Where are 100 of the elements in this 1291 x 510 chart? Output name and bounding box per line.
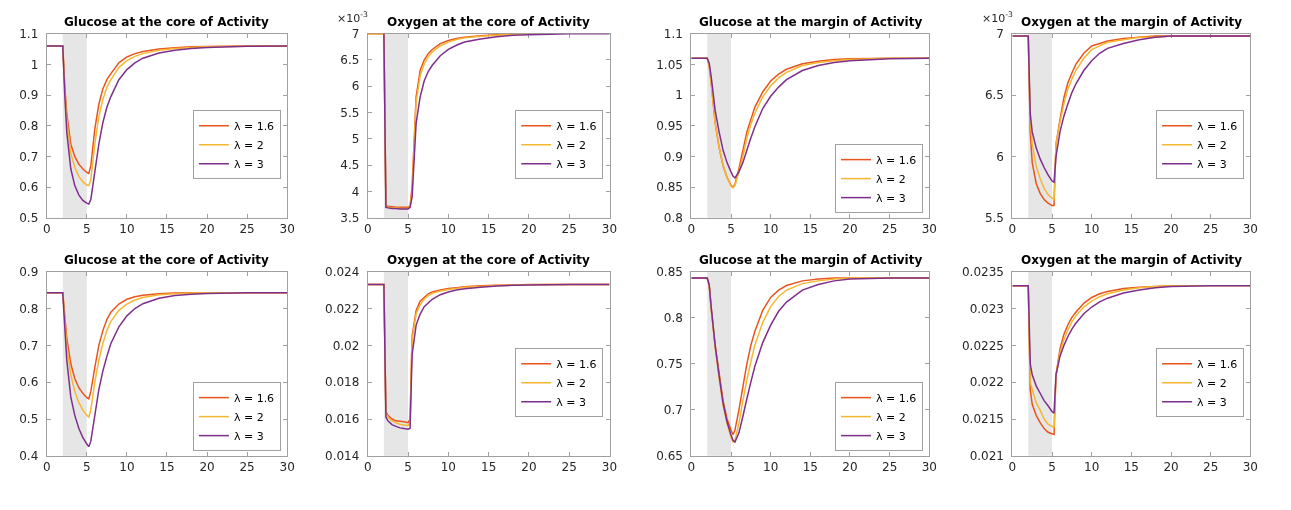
y-tick-label: 0.021 [969,449,1004,464]
y-tick-label: 5.5 [984,211,1004,226]
chart-title: Oxygen at the margin of Activity [1021,15,1243,29]
legend-label: λ = 1.6 [556,358,597,372]
y-tick-label: 0.014 [325,449,360,464]
x-tick-label: 15 [802,460,818,475]
x-tick-label: 15 [159,222,175,237]
x-tick-label: 0 [687,460,696,475]
legend-label: λ = 1.6 [556,120,597,134]
x-tick-label: 25 [239,460,255,475]
chart-title: Glucose at the core of Activity [64,15,270,29]
legend-label: λ = 3 [233,158,264,172]
x-tick-label: 25 [881,222,898,237]
y-tick-label: 3.5 [340,211,360,226]
y-tick-label: 1.1 [19,26,39,41]
y-tick-label: 0.7 [19,338,39,353]
y-tick-label: 0.7 [19,149,39,164]
x-tick-label: 10 [440,222,456,237]
x-tick-label: 5 [82,222,91,237]
y-tick-label: 7 [351,26,360,41]
legend-label: λ = 3 [556,396,586,410]
x-tick-label: 25 [561,222,577,237]
y-tick-label: 0.8 [663,310,683,325]
y-tick-label: 0.9 [19,88,39,103]
x-tick-label: 0 [1008,460,1017,475]
x-tick-label: 5 [82,460,91,475]
y-tick-label: 5.5 [340,105,360,120]
y-tick-label: 1 [675,88,683,103]
x-tick-label: 30 [601,222,618,237]
x-tick-label: 25 [1203,460,1219,475]
chart-title: Glucose at the margin of Activity [699,15,923,29]
y-tick-label: 0.75 [656,356,683,371]
y-tick-label: 0.6 [19,375,39,390]
text: ×10$^{-3}$ [337,10,368,25]
y-tick-label: 1 [30,57,39,72]
x-tick-label: 20 [842,222,858,237]
x-tick-label: 30 [1242,460,1258,475]
chart-title: Oxygen at the core of Activity [387,253,590,267]
y-tick-label: 0.0215 [961,412,1004,427]
y-tick-label: 0.9 [663,149,683,164]
chart-title: Oxygen at the core of Activity [387,15,590,29]
x-tick-label: 20 [199,222,215,237]
y-tick-label: 1.1 [663,26,683,41]
y-tick-label: 0.95 [656,118,683,133]
y-tick-label: 0.022 [325,301,360,316]
x-tick-label: 25 [239,222,255,237]
x-tick-label: 5 [1048,460,1056,475]
x-tick-label: 0 [1008,222,1017,237]
y-tick-label: 5 [351,132,360,147]
legend-label: λ = 2 [233,139,264,153]
x-tick-label: 25 [881,460,898,475]
chart-title: Glucose at the core of Activity [64,253,270,267]
y-tick-label: 0.023 [969,301,1004,316]
x-tick-label: 10 [119,222,135,237]
y-tick-label: 6.5 [340,53,360,68]
x-tick-label: 30 [279,460,295,475]
x-tick-label: 20 [521,460,537,475]
y-tick-label: 0.5 [19,211,39,226]
y-tick-label: 4 [351,184,360,199]
x-tick-label: 30 [921,460,937,475]
y-tick-label: 0.022 [969,375,1004,390]
x-tick-label: 5 [727,222,735,237]
x-tick-label: 25 [561,460,577,475]
x-tick-label: 30 [921,222,937,237]
legend-label: λ = 2 [876,172,906,186]
y-tick-label: 4.5 [340,158,360,173]
x-tick-label: 5 [1048,222,1056,237]
x-tick-label: 30 [279,222,295,237]
legend-label: λ = 2 [233,410,264,424]
legend-label: λ = 2 [1197,377,1227,391]
legend-label: λ = 2 [556,377,586,391]
legend-label: λ = 1.6 [233,391,275,405]
x-tick-label: 5 [404,460,412,475]
legend-label: λ = 2 [876,410,906,424]
x-tick-label: 15 [481,460,497,475]
x-tick-label: 20 [842,460,858,475]
x-tick-label: 0 [42,222,51,237]
y-tick-label: 0.016 [325,412,360,427]
x-tick-label: 10 [119,460,135,475]
y-tick-label: 0.02 [332,338,360,353]
x-tick-label: 15 [802,222,818,237]
legend-label: λ = 1.6 [1197,120,1238,134]
y-tick-label: 6 [351,79,360,94]
x-tick-label: 10 [440,460,456,475]
x-tick-label: 30 [601,460,618,475]
x-tick-label: 15 [1123,222,1140,237]
y-tick-label: 0.024 [325,264,360,279]
x-tick-label: 0 [363,222,372,237]
y-tick-label: 0.0235 [961,264,1004,279]
y-tick-label: 1.05 [656,57,683,72]
y-tick-label: 6 [996,149,1004,164]
legend-label: λ = 1.6 [233,120,275,134]
x-tick-label: 15 [1123,460,1140,475]
y-tick-label: 6.5 [984,88,1004,103]
y-tick-label: 0.8 [663,211,683,226]
legend-label: λ = 1.6 [876,391,917,405]
x-tick-label: 0 [42,460,51,475]
y-tick-label: 0.6 [19,180,39,195]
x-tick-label: 20 [1163,460,1179,475]
legend-label: λ = 2 [1197,139,1227,153]
